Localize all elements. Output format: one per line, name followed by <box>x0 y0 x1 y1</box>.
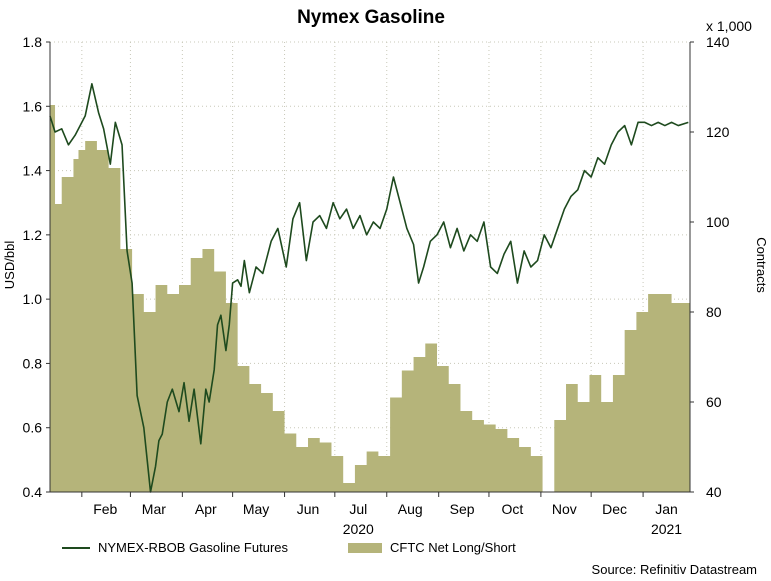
x-tick-label: Aug <box>398 501 423 517</box>
x-tick-label: May <box>243 501 269 517</box>
y-axis-label: USD/bbl <box>2 241 17 290</box>
chart-title: Nymex Gasoline <box>297 7 445 28</box>
y2-tick-label: 40 <box>706 484 722 500</box>
x-tick-label: Nov <box>552 501 577 517</box>
y-tick-label: 0.6 <box>23 420 43 436</box>
y-tick-label: 1.4 <box>23 163 43 179</box>
legend-area-swatch <box>348 542 382 553</box>
y-tick-label: 1.6 <box>23 98 43 114</box>
x-tick-label: Jun <box>297 501 320 517</box>
legend-item-gasoline: NYMEX-RBOB Gasoline Futures <box>62 540 288 555</box>
y-tick-label: 1.2 <box>23 227 43 243</box>
legend-label-gasoline: NYMEX-RBOB Gasoline Futures <box>98 540 289 555</box>
legend-line-swatch <box>62 546 90 549</box>
x-tick-label: Dec <box>602 501 627 517</box>
y-tick-label: 0.4 <box>23 484 43 500</box>
x-tick-label: Apr <box>195 501 217 517</box>
x-tick-label: Jan <box>655 501 678 517</box>
legend-label-cftc: CFTC Net Long/Short <box>390 540 516 555</box>
cftc-net-long-short-area <box>50 105 690 492</box>
source-note: Source: Refinitiv Datastream <box>591 562 757 577</box>
y-tick-label: 0.8 <box>23 355 43 371</box>
y-tick-label: 1.8 <box>23 34 43 50</box>
y2-multiplier-label: x 1,000 <box>706 18 752 34</box>
y2-axis-label: Contracts <box>754 237 769 293</box>
y2-tick-label: 140 <box>706 34 730 50</box>
y-tick-label: 1.0 <box>23 291 43 307</box>
y2-tick-label: 80 <box>706 304 722 320</box>
x-tick-label: Mar <box>142 501 166 517</box>
x-year-label: 2020 <box>343 521 374 537</box>
x-tick-label: Jul <box>349 501 367 517</box>
x-tick-label: Oct <box>502 501 524 517</box>
y2-tick-label: 120 <box>706 124 730 140</box>
legend-item-cftc: CFTC Net Long/Short <box>348 540 516 555</box>
rbob-gasoline-line <box>49 82 689 493</box>
x-year-label: 2021 <box>651 521 682 537</box>
y2-tick-label: 60 <box>706 394 722 410</box>
x-tick-label: Sep <box>450 501 475 517</box>
x-tick-label: Feb <box>93 501 117 517</box>
y2-tick-label: 100 <box>706 214 730 230</box>
